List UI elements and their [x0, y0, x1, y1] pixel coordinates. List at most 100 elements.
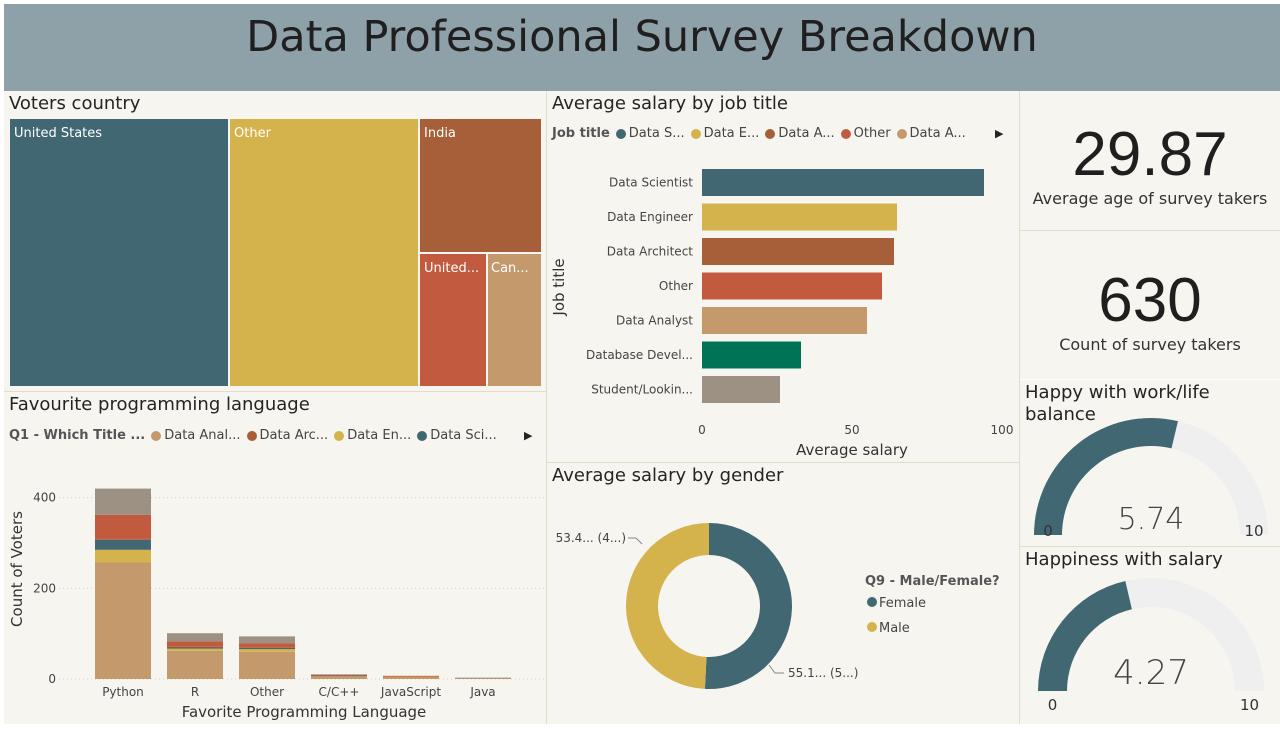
language-legend-item-data-engineer[interactable]: Data En...: [334, 428, 411, 443]
lang-bar-javascript-other[interactable]: [383, 675, 439, 677]
divider: [547, 462, 1019, 463]
lang-bar-r-data-scientist[interactable]: [167, 647, 223, 649]
job-bar-student-lookin[interactable]: [702, 376, 780, 403]
job-legend-item-data-engineer[interactable]: Data E...: [690, 126, 759, 141]
legend-dot-icon: [690, 128, 701, 139]
divider: [1020, 230, 1280, 231]
gauge-value: 4.27: [1113, 653, 1189, 693]
lang-bar-other-student-looking[interactable]: [239, 636, 295, 644]
treemap-cell-other[interactable]: [230, 119, 418, 386]
donut-label-female: 55.1... (5...): [788, 666, 858, 680]
lang-bar-python-data-scientist[interactable]: [95, 539, 151, 550]
lang-category-label: Python: [102, 685, 144, 699]
worklife-gauge: 5.74 0 10: [1034, 418, 1268, 540]
voters-country-treemap[interactable]: United States Other India United... Can.…: [4, 91, 546, 391]
language-legend-next-icon[interactable]: ▶: [524, 429, 533, 442]
job-x-tick-label: 0: [698, 423, 706, 437]
job-legend-item-data-architect[interactable]: Data A...: [765, 126, 835, 141]
lang-bar-r-other[interactable]: [167, 641, 223, 647]
donut-slice-male[interactable]: [625, 523, 709, 689]
lang-bar-python-data-analyst[interactable]: [95, 562, 151, 679]
job-bar-other[interactable]: [702, 272, 882, 300]
voters-country-panel[interactable]: Voters country United States Other India…: [4, 91, 546, 391]
lang-bar-python-data-engineer[interactable]: [95, 549, 151, 563]
lang-y-tick-label: 200: [33, 581, 56, 595]
lang-bar-javascript-data-analyst[interactable]: [383, 676, 439, 679]
dashboard-title: Data Professional Survey Breakdown: [246, 12, 1038, 62]
gauge-min-label: 0: [1048, 696, 1058, 714]
divider: [546, 91, 547, 724]
job-category-label: Student/Lookin...: [591, 383, 693, 397]
job-bar-data-scientist[interactable]: [702, 169, 984, 196]
treemap-cell-united-states[interactable]: [10, 119, 228, 386]
donut-label-male: 53.4... (4...): [556, 531, 626, 545]
lang-category-label: Java: [469, 685, 495, 699]
donut-slice-female[interactable]: [704, 523, 792, 689]
job-legend-item-other[interactable]: Other: [840, 126, 891, 141]
survey-count-card[interactable]: 630 Count of survey takers: [1020, 231, 1280, 379]
lang-bar-other-data-engineer[interactable]: [239, 649, 295, 652]
divider: [4, 391, 546, 392]
lang-category-label: Other: [250, 685, 284, 699]
treemap-cell-canada[interactable]: [488, 254, 541, 386]
lang-bar-python-student-looking[interactable]: [95, 488, 151, 515]
lang-bar-c-c-data-engineer[interactable]: [311, 675, 367, 677]
lang-bar-other-other[interactable]: [239, 643, 295, 648]
treemap-label-united-kingdom: United...: [424, 261, 479, 276]
lang-bar-r-data-analyst[interactable]: [167, 650, 223, 679]
lang-bar-c-c-data-scientist[interactable]: [311, 675, 367, 677]
language-legend-item-data-scientist[interactable]: Data Sci...: [417, 428, 497, 443]
gender-legend-item-female[interactable]: Female: [867, 596, 926, 611]
lang-bar-c-c-data-analyst[interactable]: [311, 676, 367, 679]
lang-category-label: R: [191, 685, 199, 699]
lang-bar-python-data-architect[interactable]: [95, 538, 151, 540]
lang-bar-other-data-architect[interactable]: [239, 647, 295, 649]
treemap-cell-india[interactable]: [420, 119, 541, 252]
lang-y-axis-label: Count of Voters: [8, 511, 26, 627]
dashboard-header: Data Professional Survey Breakdown: [4, 4, 1280, 91]
legend-dot-icon: [246, 430, 257, 441]
worklife-gauge-card[interactable]: Happy with work/life balance 5.74 0 10: [1020, 380, 1280, 546]
treemap-label-india: India: [424, 126, 456, 141]
survey-count-label: Count of survey takers: [1059, 335, 1241, 354]
salary-happiness-gauge-card[interactable]: Happiness with salary 4.27 0 10: [1020, 547, 1280, 724]
job-bar-data-architect[interactable]: [702, 238, 894, 265]
job-category-label: Other: [659, 279, 693, 293]
legend-dot-icon: [867, 622, 877, 632]
job-title-panel[interactable]: Average salary by job title Job title Da…: [547, 91, 1019, 462]
gauge-min-label: 0: [1043, 522, 1053, 540]
lang-bar-r-student-looking[interactable]: [167, 633, 223, 642]
job-bar-data-engineer[interactable]: [702, 203, 897, 231]
lang-bar-other-data-analyst[interactable]: [239, 651, 295, 679]
gender-salary-chart[interactable]: Q9 - Male/Female? Female Male 53.4... (4…: [547, 463, 1019, 724]
job-legend-item-data-analyst[interactable]: Data A...: [896, 126, 966, 141]
lang-bar-java-data-analyst[interactable]: [455, 678, 511, 679]
language-legend-item-data-analyst[interactable]: Data Anal...: [151, 428, 241, 443]
treemap-label-canada: Can...: [491, 261, 529, 276]
lang-x-axis-label: Favorite Programming Language: [182, 703, 427, 721]
treemap-cell-united-kingdom[interactable]: [420, 254, 486, 386]
job-legend-item-data-scientist[interactable]: Data S...: [615, 126, 685, 141]
language-legend-item-data-architect[interactable]: Data Arc...: [246, 428, 328, 443]
lang-bar-c-c-other[interactable]: [311, 674, 367, 676]
lang-bar-javascript-data-engineer[interactable]: [383, 676, 439, 678]
lang-bar-other-data-scientist[interactable]: [239, 647, 295, 650]
legend-dot-icon: [417, 430, 428, 441]
gender-legend-item-male[interactable]: Male: [867, 621, 910, 636]
programming-language-panel[interactable]: Favourite programming language Q1 - Whic…: [4, 392, 546, 724]
lang-bar-java-student-looking[interactable]: [455, 677, 511, 679]
job-y-axis-label: Job title: [550, 258, 568, 316]
job-title-chart[interactable]: Data Scientist Data Engineer Data Architec…: [547, 91, 1019, 462]
lang-category-label: C/C++: [319, 685, 360, 699]
job-bar-data-analyst[interactable]: [702, 307, 867, 334]
lang-bar-python-other[interactable]: [95, 514, 151, 539]
gauge-fill: [1038, 580, 1132, 691]
lang-bar-r-data-architect[interactable]: [167, 646, 223, 648]
lang-bar-r-data-engineer[interactable]: [167, 648, 223, 651]
gauge-max-label: 10: [1244, 522, 1263, 540]
job-bar-database-devel[interactable]: [702, 341, 801, 369]
job-legend-next-icon[interactable]: ▶: [995, 127, 1004, 140]
average-age-card[interactable]: 29.87 Average age of survey takers: [1020, 91, 1280, 230]
gender-salary-panel[interactable]: Average salary by gender Q9 - Male/Femal…: [547, 463, 1019, 724]
